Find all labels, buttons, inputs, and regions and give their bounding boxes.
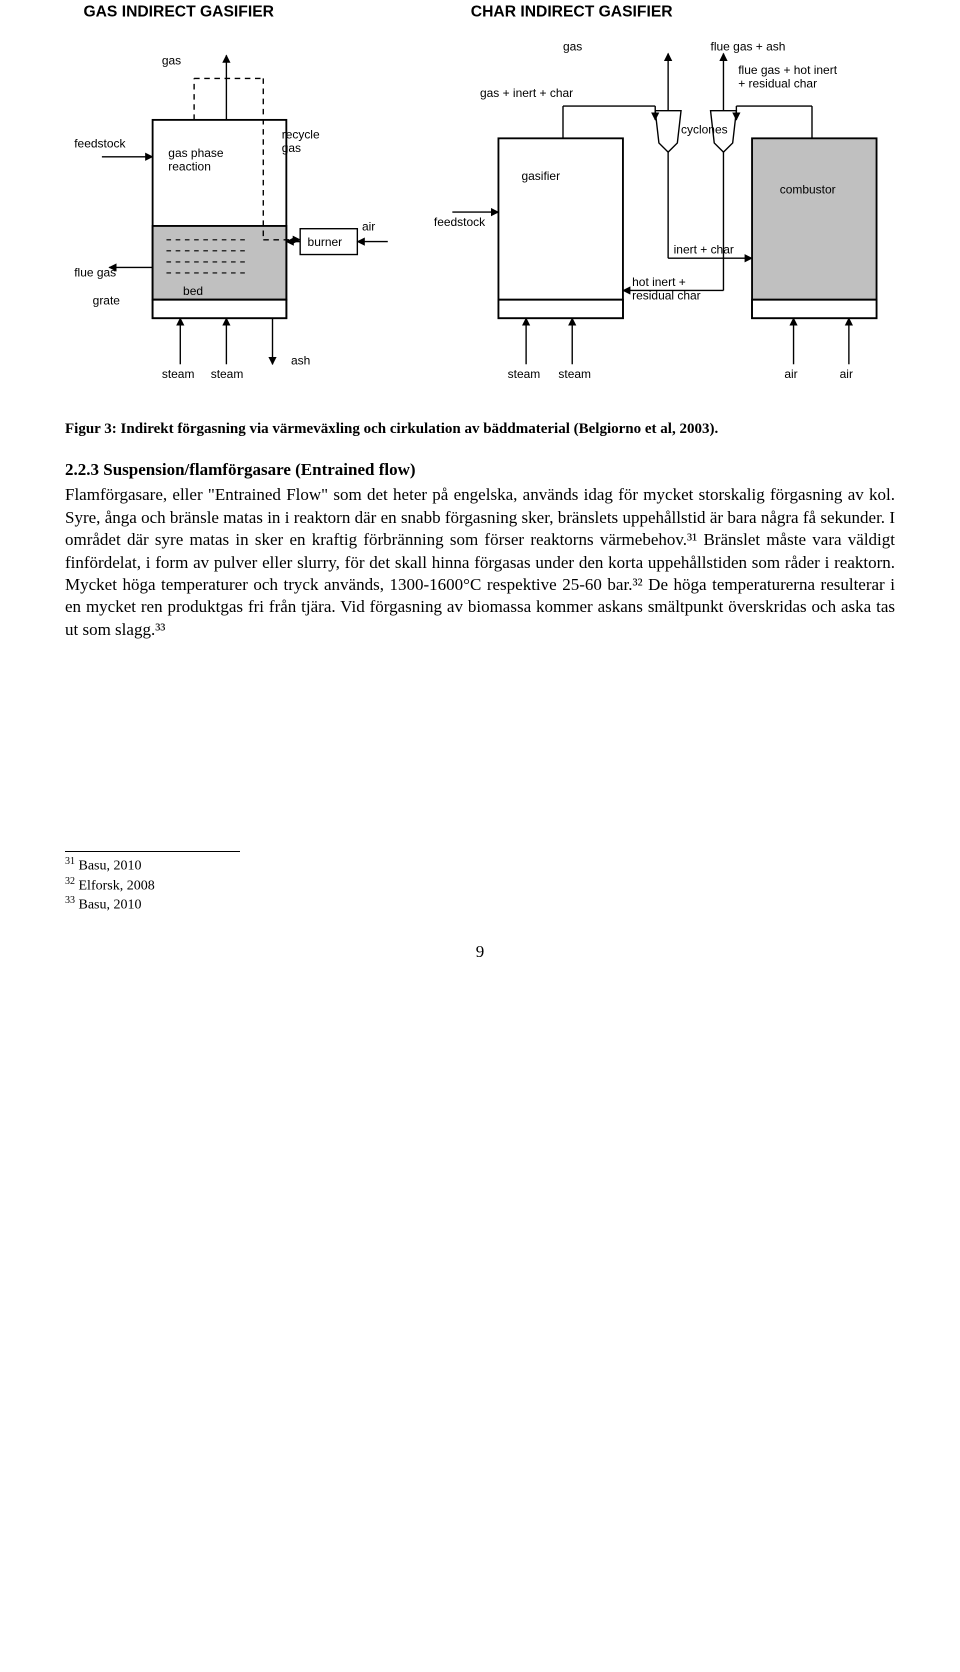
diagram-title-left: GAS INDIRECT GASIFIER (83, 4, 274, 21)
label-fluehot1: flue gas + hot inert (738, 63, 837, 77)
label-gasphase2: reaction (168, 160, 211, 174)
label-recycle2: gas (282, 141, 301, 155)
label-gas-left: gas (162, 54, 181, 68)
label-bed: bed (183, 284, 203, 298)
label-burner: burner (308, 235, 343, 249)
footnote-32: 32 Elforsk, 2008 (65, 876, 895, 895)
label-air1-right: air (784, 367, 797, 381)
diagram-title-right: CHAR INDIRECT GASIFIER (471, 4, 673, 21)
figure-caption: Figur 3: Indirekt förgasning via värmevä… (65, 420, 895, 439)
gasifier-diagram: GAS INDIRECT GASIFIER CHAR INDIRECT GASI… (65, 0, 895, 402)
label-steam1-left: steam (162, 367, 195, 381)
label-ash: ash (291, 353, 310, 367)
label-air2-right: air (840, 367, 853, 381)
label-air-left: air (362, 220, 375, 234)
footnotes-block: 31 Basu, 2010 32 Elforsk, 2008 33 Basu, … (65, 856, 895, 913)
label-grate: grate (93, 293, 121, 307)
label-combustor: combustor (780, 183, 836, 197)
label-gasifier: gasifier (521, 169, 560, 183)
label-steam2-right: steam (558, 367, 591, 381)
label-fluehot2: + residual char (738, 77, 817, 91)
footnote-rule (65, 851, 240, 852)
label-steam2-left: steam (211, 367, 244, 381)
body-paragraph: Flamförgasare, eller "Entrained Flow" so… (65, 484, 895, 641)
section-heading: 2.2.3 Suspension/flamförgasare (Entraine… (65, 460, 895, 480)
label-feedstock-left: feedstock (74, 137, 125, 151)
label-gasinertchar: gas + inert + char (480, 86, 573, 100)
label-gasphase1: gas phase (168, 146, 224, 160)
label-hotinert1: hot inert + (632, 275, 686, 289)
label-fluegas-left: flue gas (74, 266, 116, 280)
label-gas-right: gas (563, 40, 582, 54)
label-cyclones: cyclones (681, 123, 728, 137)
label-hotinert2: residual char (632, 289, 701, 303)
label-inertchar: inert + char (674, 243, 734, 257)
label-feedstock-right: feedstock (434, 215, 485, 229)
label-recycle1: recycle (282, 127, 320, 141)
label-steam1-right: steam (508, 367, 541, 381)
label-fluegasash: flue gas + ash (711, 40, 786, 54)
footnote-33: 33 Basu, 2010 (65, 895, 895, 914)
footnote-31: 31 Basu, 2010 (65, 856, 895, 875)
page-number: 9 (65, 942, 895, 962)
